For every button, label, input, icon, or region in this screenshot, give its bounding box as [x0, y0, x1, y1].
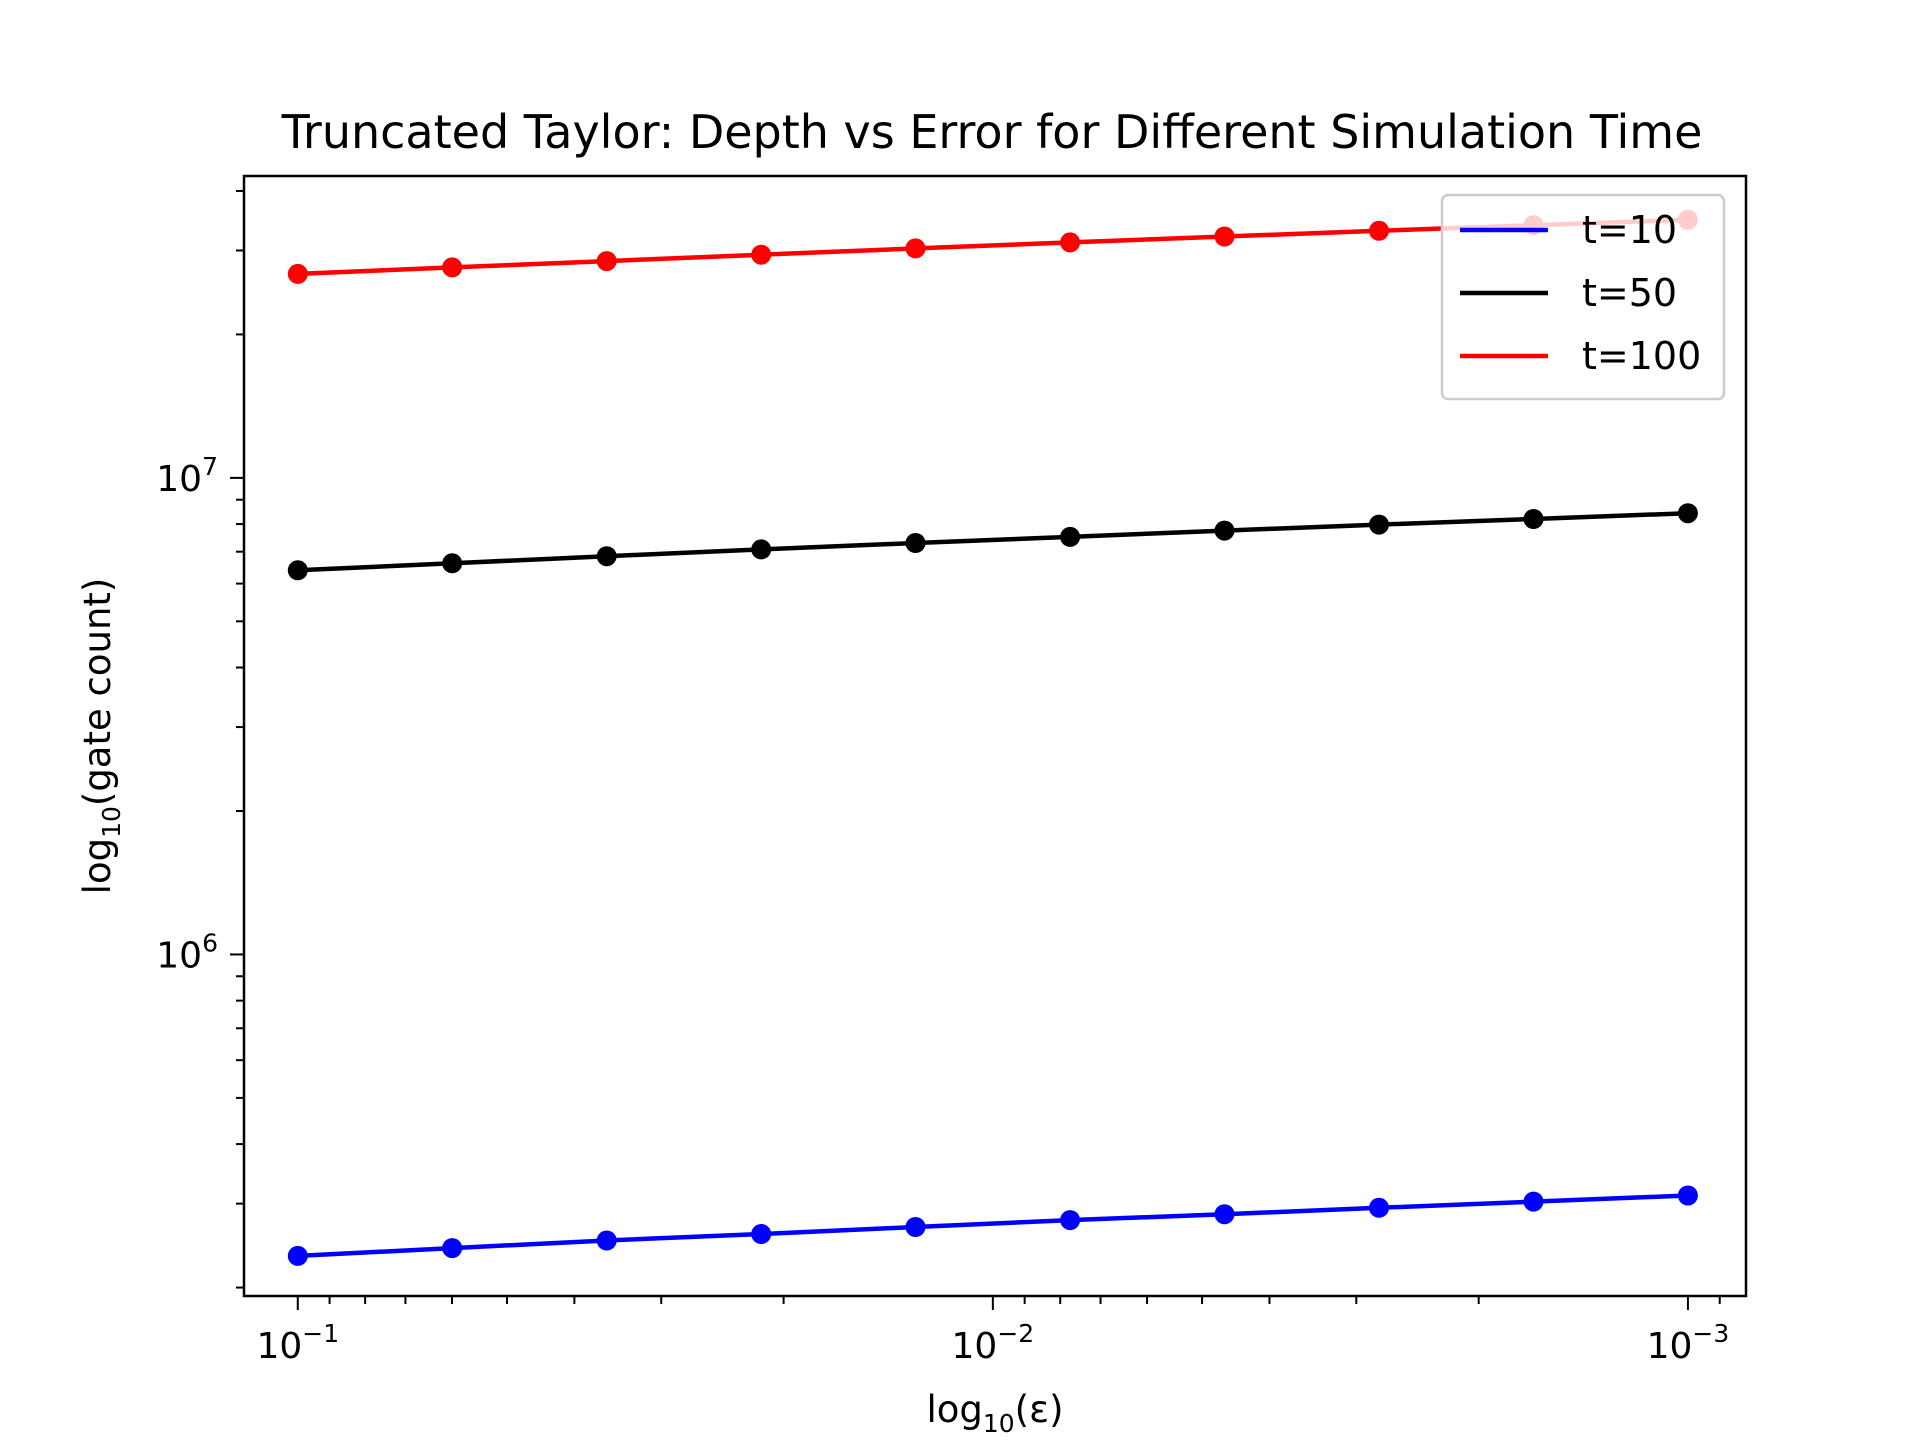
legend-label: t=10: [1582, 208, 1677, 252]
data-point: [287, 1245, 308, 1266]
x-tick-label: 10−3: [1647, 1319, 1730, 1367]
data-point: [1060, 526, 1081, 547]
data-point: [751, 244, 772, 265]
data-point: [596, 546, 617, 567]
data-point: [1369, 220, 1389, 241]
y-tick-label: 107: [156, 452, 218, 500]
axes-frame: [242, 174, 1748, 1298]
series-line-t=10: [297, 1193, 1688, 1259]
data-point: [1677, 503, 1698, 524]
y-axis-label: log10(gate count): [76, 578, 126, 895]
data-point: [1523, 1191, 1544, 1212]
data-point: [751, 539, 772, 560]
y-axis: 106 107: [156, 189, 244, 1289]
data-point: [596, 251, 617, 272]
data-point: [1523, 509, 1544, 529]
x-tick-label: 10−2: [952, 1319, 1035, 1367]
data-point: [1369, 1197, 1389, 1218]
data-point: [1060, 1210, 1081, 1231]
data-point: [442, 1238, 463, 1259]
y-tick-label: 106: [156, 928, 218, 976]
plot-area: [287, 209, 1698, 1266]
series-line-t=50: [297, 510, 1688, 573]
chart-title: Truncated Taylor: Depth vs Error for Dif…: [281, 105, 1703, 159]
data-point: [905, 533, 926, 553]
data-point: [905, 238, 926, 259]
data-point: [287, 560, 308, 581]
data-point: [442, 553, 463, 574]
x-axis-label: log10(ε): [926, 1388, 1063, 1438]
data-point: [751, 1224, 772, 1244]
legend-label: t=50: [1582, 271, 1677, 315]
data-point: [1369, 514, 1389, 535]
data-point: [905, 1217, 926, 1237]
legend-label: t=100: [1582, 334, 1701, 378]
data-point: [1677, 1185, 1698, 1206]
data-point: [1214, 226, 1235, 247]
x-tick-label: 10−1: [256, 1319, 339, 1367]
data-point: [442, 257, 463, 278]
data-point: [1214, 1204, 1235, 1225]
data-point: [287, 263, 308, 284]
data-point: [1060, 232, 1081, 253]
x-axis: 10−1 10−2 10−3: [256, 1296, 1729, 1367]
legend-box: [1440, 193, 1726, 401]
legend: t=10 t=50 t=100: [1440, 193, 1726, 401]
data-point: [596, 1230, 617, 1251]
data-point: [1214, 520, 1235, 541]
